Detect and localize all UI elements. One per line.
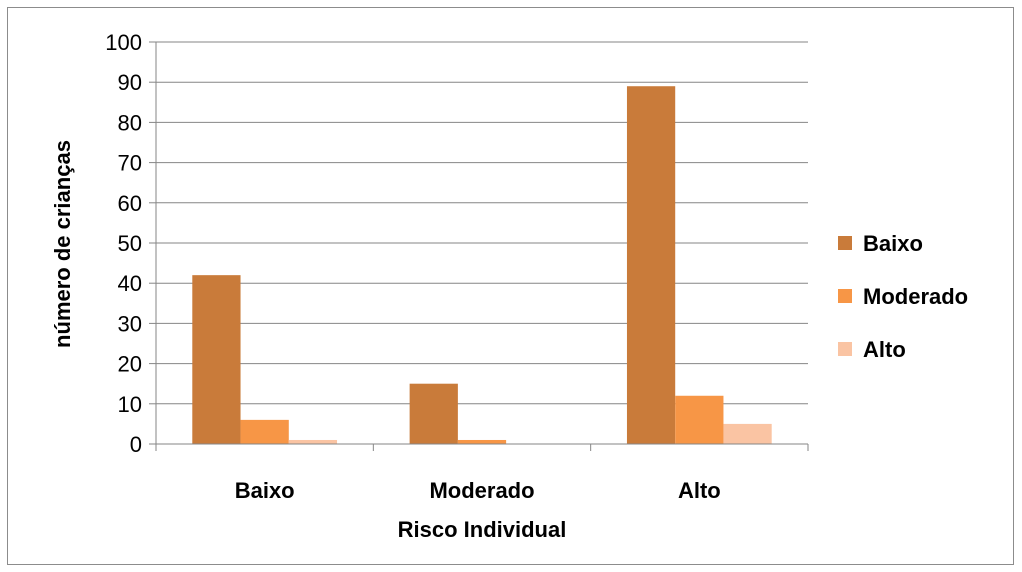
y-tick-label: 80 bbox=[118, 110, 142, 135]
y-axis-title: número de crianças bbox=[50, 140, 75, 348]
bars bbox=[192, 86, 772, 444]
axes bbox=[149, 41, 809, 451]
x-category-label: Alto bbox=[678, 478, 721, 503]
x-category-label: Moderado bbox=[429, 478, 534, 503]
x-category-labels: Baixo Moderado Alto bbox=[235, 478, 721, 503]
y-tick-label: 40 bbox=[118, 271, 142, 296]
y-tick-labels: 0 10 20 30 40 50 60 70 80 90 100 bbox=[105, 30, 142, 457]
y-tick-label: 60 bbox=[118, 191, 142, 216]
legend-swatch-baixo bbox=[838, 236, 852, 250]
y-tick-label: 70 bbox=[118, 151, 142, 176]
legend-label-moderado: Moderado bbox=[863, 284, 968, 309]
bar-moderado-baixo bbox=[409, 383, 458, 444]
bar-alto-baixo bbox=[626, 86, 676, 444]
gridlines bbox=[156, 41, 808, 405]
y-tick-label: 20 bbox=[118, 352, 142, 377]
y-tick-label: 30 bbox=[118, 311, 142, 336]
bar-moderado-moderado bbox=[457, 439, 507, 444]
y-tick-label: 90 bbox=[118, 70, 142, 95]
legend-swatch-moderado bbox=[838, 289, 852, 303]
y-tick-label: 100 bbox=[105, 30, 142, 55]
bar-baixo-baixo bbox=[192, 275, 241, 444]
legend: Baixo Moderado Alto bbox=[838, 231, 968, 362]
legend-swatch-alto bbox=[838, 342, 852, 356]
bar-baixo-alto bbox=[288, 439, 338, 444]
chart-frame bbox=[7, 7, 1014, 565]
legend-label-alto: Alto bbox=[863, 337, 906, 362]
bar-alto-moderado bbox=[675, 395, 724, 444]
bar-alto-alto bbox=[723, 423, 772, 444]
y-tick-label: 10 bbox=[118, 392, 142, 417]
y-tick-label: 50 bbox=[118, 231, 142, 256]
bar-baixo-moderado bbox=[240, 419, 289, 444]
y-tick-label: 0 bbox=[130, 432, 142, 457]
x-category-label: Baixo bbox=[235, 478, 295, 503]
legend-label-baixo: Baixo bbox=[863, 231, 923, 256]
x-axis-title: Risco Individual bbox=[398, 517, 567, 542]
